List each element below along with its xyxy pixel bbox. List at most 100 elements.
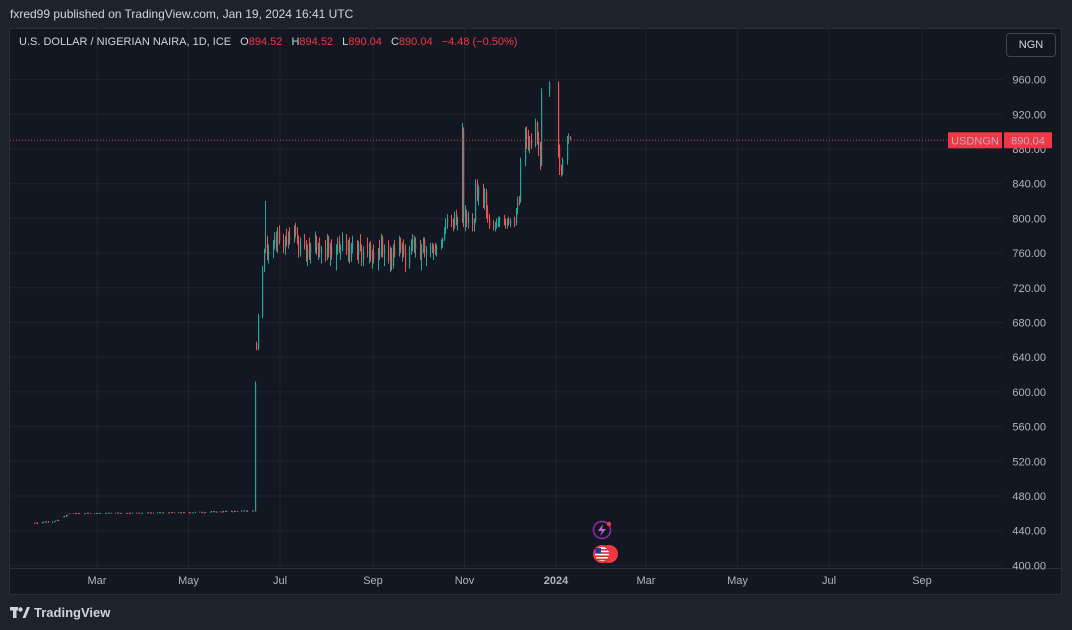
candle-body <box>433 247 435 252</box>
candle-body <box>535 122 537 146</box>
candle-body <box>54 521 56 523</box>
candle-body <box>85 513 87 515</box>
candle-body <box>162 512 164 514</box>
candle-body <box>231 510 233 512</box>
y-tick-label: 640.00 <box>1012 352 1046 364</box>
candle-body <box>253 510 255 512</box>
candle-body <box>120 512 122 514</box>
candle-body <box>183 512 185 514</box>
candle-body <box>508 220 510 224</box>
candle-body <box>325 248 327 257</box>
candle-body <box>90 513 92 514</box>
candle-body <box>316 240 318 250</box>
low-value: 890.04 <box>348 36 382 48</box>
candle-body <box>276 237 278 247</box>
candle-body <box>300 242 302 254</box>
candle-body <box>67 514 69 516</box>
candle-body <box>142 512 144 514</box>
y-tick-label: 400.00 <box>1012 560 1046 572</box>
candle-body <box>538 138 540 149</box>
publish-bar: fxred99 published on TradingView.com, Ja… <box>0 0 1072 28</box>
candle-body <box>225 511 227 513</box>
candle-body <box>489 218 491 226</box>
candle-body <box>391 253 393 267</box>
candle-body <box>568 136 570 139</box>
candle-body <box>283 240 285 249</box>
candle-body <box>289 235 291 241</box>
candle-body <box>37 523 39 524</box>
x-tick-label: Jul <box>822 575 836 587</box>
x-tick-label: Nov <box>455 575 475 587</box>
y-tick-label: 520.00 <box>1012 456 1046 468</box>
candle-body <box>361 248 363 261</box>
candle-body <box>247 511 249 512</box>
chart-pane[interactable]: 400.00 440.00 480.00 520.00 560.00 600.00 640.… <box>9 28 1062 595</box>
candle-body <box>79 513 81 515</box>
candle-body <box>286 239 288 243</box>
candle-body <box>87 512 89 514</box>
candle-body <box>306 246 308 257</box>
candle-body <box>342 239 344 247</box>
candle-body <box>66 515 68 517</box>
candle-body <box>163 512 165 514</box>
candle-body <box>360 244 362 249</box>
candle-body <box>378 251 380 261</box>
candle-body <box>234 511 236 512</box>
candle-body <box>493 225 495 228</box>
x-tick-label: Jul <box>273 575 287 587</box>
candle-body <box>127 512 129 514</box>
candle-body <box>64 516 66 518</box>
tradingview-logo[interactable]: TradingView <box>10 605 110 620</box>
candle-body <box>441 242 443 247</box>
candle-body <box>483 188 485 203</box>
candle-body <box>42 522 44 524</box>
x-tick-label: Mar <box>637 575 656 587</box>
candle-body <box>457 220 459 222</box>
price-chart[interactable]: 400.00 440.00 480.00 520.00 560.00 600.00 640.… <box>10 29 1062 595</box>
candle-body <box>205 512 207 513</box>
candle-body <box>420 242 422 255</box>
candle-body <box>372 253 374 257</box>
candle-body <box>274 237 276 245</box>
candle-body <box>157 512 159 514</box>
candle-body <box>78 513 80 514</box>
candle-body <box>171 512 173 514</box>
candle-body <box>279 231 281 241</box>
candle-body <box>340 246 342 249</box>
candle-body <box>541 92 543 165</box>
candle-body <box>415 242 417 249</box>
candle-body <box>510 221 512 224</box>
candle-body <box>351 246 353 258</box>
candle-body <box>412 239 414 245</box>
candle-body <box>540 149 542 165</box>
open-value: 894.52 <box>248 36 283 48</box>
candle-body <box>330 246 332 254</box>
candle-body <box>400 240 402 250</box>
candle-body <box>255 383 257 511</box>
candle-body <box>96 513 98 514</box>
candle-body <box>442 239 444 243</box>
candle-body <box>421 248 423 255</box>
candle-body <box>69 513 71 515</box>
currency-button[interactable]: NGN <box>1006 33 1056 57</box>
footer: TradingView <box>0 597 1072 630</box>
candle-body <box>159 512 161 514</box>
candle-body <box>126 513 128 514</box>
candle-body <box>559 149 561 171</box>
candle-body <box>307 248 309 257</box>
lightning-bolt-icon <box>598 524 606 536</box>
candle-body <box>52 521 54 523</box>
candle-body <box>525 131 527 163</box>
candle-body <box>94 513 96 515</box>
candle-body <box>132 512 134 514</box>
candle-body <box>561 170 563 174</box>
candle-body <box>204 512 206 514</box>
x-tick-label: Mar <box>88 575 107 587</box>
candle-body <box>528 140 530 145</box>
candle-body <box>97 513 99 514</box>
candle-body <box>153 512 155 514</box>
candle-body <box>129 512 131 514</box>
candle-body <box>424 240 426 254</box>
candle-body <box>487 211 489 219</box>
candle-body <box>390 253 392 261</box>
